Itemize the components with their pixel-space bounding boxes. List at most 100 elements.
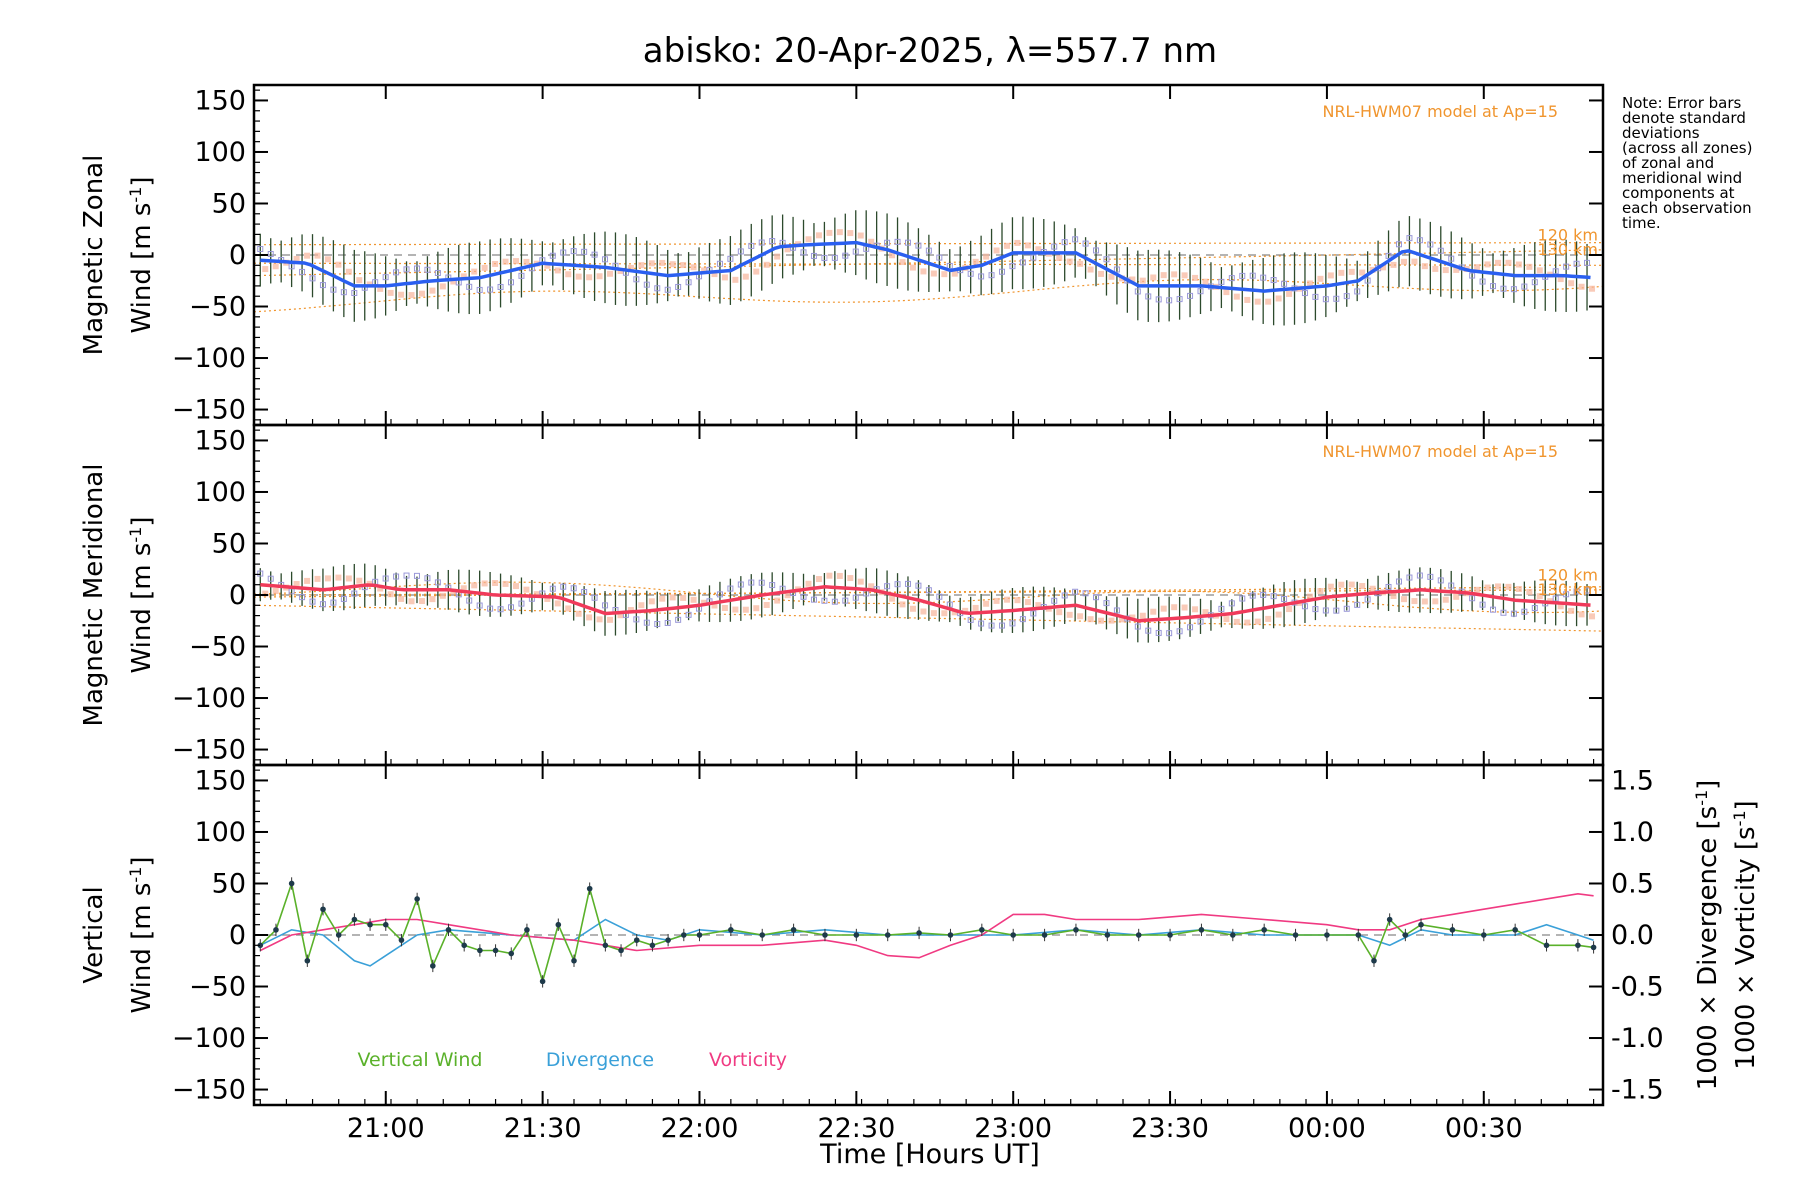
y-tick-label-vertical: −150 [172, 1075, 246, 1106]
zone-marker-meridional [1024, 599, 1031, 606]
zone-marker-zonal [1327, 272, 1334, 279]
zone-marker-zonal [382, 274, 389, 281]
zone-marker-meridional [1437, 577, 1444, 584]
zone-marker-meridional [1552, 595, 1559, 602]
zone-marker-zonal [1082, 240, 1089, 247]
y-tick-label-meridional: −150 [172, 735, 246, 766]
zone-marker-zonal [721, 274, 728, 281]
zone-marker-zonal [1557, 276, 1564, 283]
vertical-point [257, 942, 264, 949]
zone-marker-zonal [1176, 296, 1183, 303]
legend-vorticity: Vorticity [709, 1049, 787, 1071]
zone-marker-meridional [758, 579, 765, 586]
right-tick-label: 0.0 [1611, 920, 1654, 951]
y-axis-label-line2-vertical: Wind [m s-1] [126, 857, 158, 1014]
zone-marker-zonal [1233, 293, 1240, 300]
legend-divergence: Divergence [546, 1049, 654, 1071]
zone-marker-meridional [502, 580, 509, 587]
x-tick-label: 23:00 [974, 1113, 1052, 1144]
zone-marker-zonal [602, 256, 609, 263]
sup-vort: -1 [1730, 810, 1749, 826]
zone-marker-meridional [330, 599, 337, 606]
zone-marker-zonal [1035, 246, 1042, 253]
y-tick-label-vertical: 100 [194, 817, 246, 848]
zone-marker-zonal [748, 242, 755, 249]
y-axis-label-line2-meridional: Wind [m s-1] [126, 517, 158, 674]
zone-marker-zonal [591, 251, 598, 258]
zone-marker-zonal [659, 259, 666, 266]
zone-marker-meridional [701, 599, 708, 606]
zone-marker-zonal [497, 283, 504, 290]
zone-marker-meridional [408, 598, 415, 605]
zone-marker-zonal [675, 283, 682, 290]
series-line-zonal [260, 240, 1591, 293]
zone-marker-zonal [1432, 265, 1439, 272]
zone-marker-meridional [993, 597, 1000, 604]
zone-marker-zonal [680, 262, 687, 269]
zone-marker-meridional [1490, 606, 1497, 613]
zone-marker-meridional [1448, 582, 1455, 589]
zone-marker-meridional [460, 585, 467, 592]
y-tick-label-meridional: −100 [172, 683, 246, 714]
zone-marker-meridional [1281, 595, 1288, 602]
zone-marker-meridional [481, 580, 488, 587]
series-line-vorticity [259, 892, 1594, 959]
zone-marker-meridional [1118, 616, 1125, 623]
zone-marker-meridional [936, 593, 943, 600]
zone-marker-meridional [1364, 596, 1371, 603]
y-tick-label-vertical: 50 [212, 868, 246, 899]
zone-marker-meridional [1061, 592, 1068, 599]
zone-marker-meridional [1019, 616, 1026, 623]
zone-marker-meridional [1134, 623, 1141, 630]
zone-marker-zonal [398, 291, 405, 298]
zone-marker-zonal [1348, 268, 1355, 275]
zone-marker-zonal [852, 248, 859, 255]
zone-marker-meridional [1223, 616, 1230, 623]
zone-marker-meridional [398, 595, 405, 602]
vertical-point [1418, 921, 1424, 928]
zone-marker-meridional [1515, 585, 1522, 592]
zone-marker-zonal [1066, 258, 1073, 265]
zone-marker-zonal [1004, 242, 1011, 249]
zone-marker-zonal [560, 249, 567, 256]
zone-marker-meridional [774, 597, 781, 604]
zone-marker-meridional [518, 600, 525, 607]
zone-marker-meridional [1051, 597, 1058, 604]
zone-marker-zonal [847, 230, 854, 237]
zone-marker-zonal [1400, 258, 1407, 265]
zone-marker-meridional [1536, 593, 1543, 600]
zone-marker-zonal [1260, 274, 1267, 281]
zone-marker-zonal [1589, 285, 1596, 292]
vertical-point [1590, 944, 1597, 951]
vertical-point [508, 950, 515, 957]
zone-marker-meridional [1385, 583, 1392, 590]
zone-marker-meridional [852, 594, 859, 601]
zone-marker-zonal [1061, 239, 1068, 246]
zone-marker-zonal [1500, 285, 1507, 292]
y-axis-label-sup-vertical: -1 [126, 867, 145, 883]
vertical-point [759, 932, 766, 938]
zone-marker-meridional [659, 595, 666, 602]
x-axis-label: Time [Hours UT] [819, 1139, 1040, 1170]
zone-marker-zonal [549, 252, 556, 259]
zone-marker-meridional [836, 572, 843, 579]
zone-marker-zonal [450, 278, 457, 285]
zone-marker-zonal [513, 258, 520, 265]
zone-marker-zonal [304, 252, 311, 259]
zone-marker-zonal [784, 246, 791, 253]
zone-marker-meridional [769, 582, 776, 589]
zone-marker-zonal [1254, 298, 1261, 305]
zone-marker-meridional [847, 575, 854, 582]
zone-marker-meridional [889, 595, 896, 602]
zone-marker-zonal [1098, 270, 1105, 277]
zone-marker-zonal [518, 272, 525, 279]
zone-marker-zonal [1265, 298, 1272, 305]
zone-marker-zonal [685, 279, 692, 286]
zone-marker-zonal [1552, 268, 1559, 275]
zone-marker-meridional [909, 605, 916, 612]
zone-marker-meridional [1249, 592, 1256, 599]
zone-marker-meridional [1395, 578, 1402, 585]
zone-marker-zonal [1421, 263, 1428, 270]
zone-marker-zonal [1510, 286, 1517, 293]
